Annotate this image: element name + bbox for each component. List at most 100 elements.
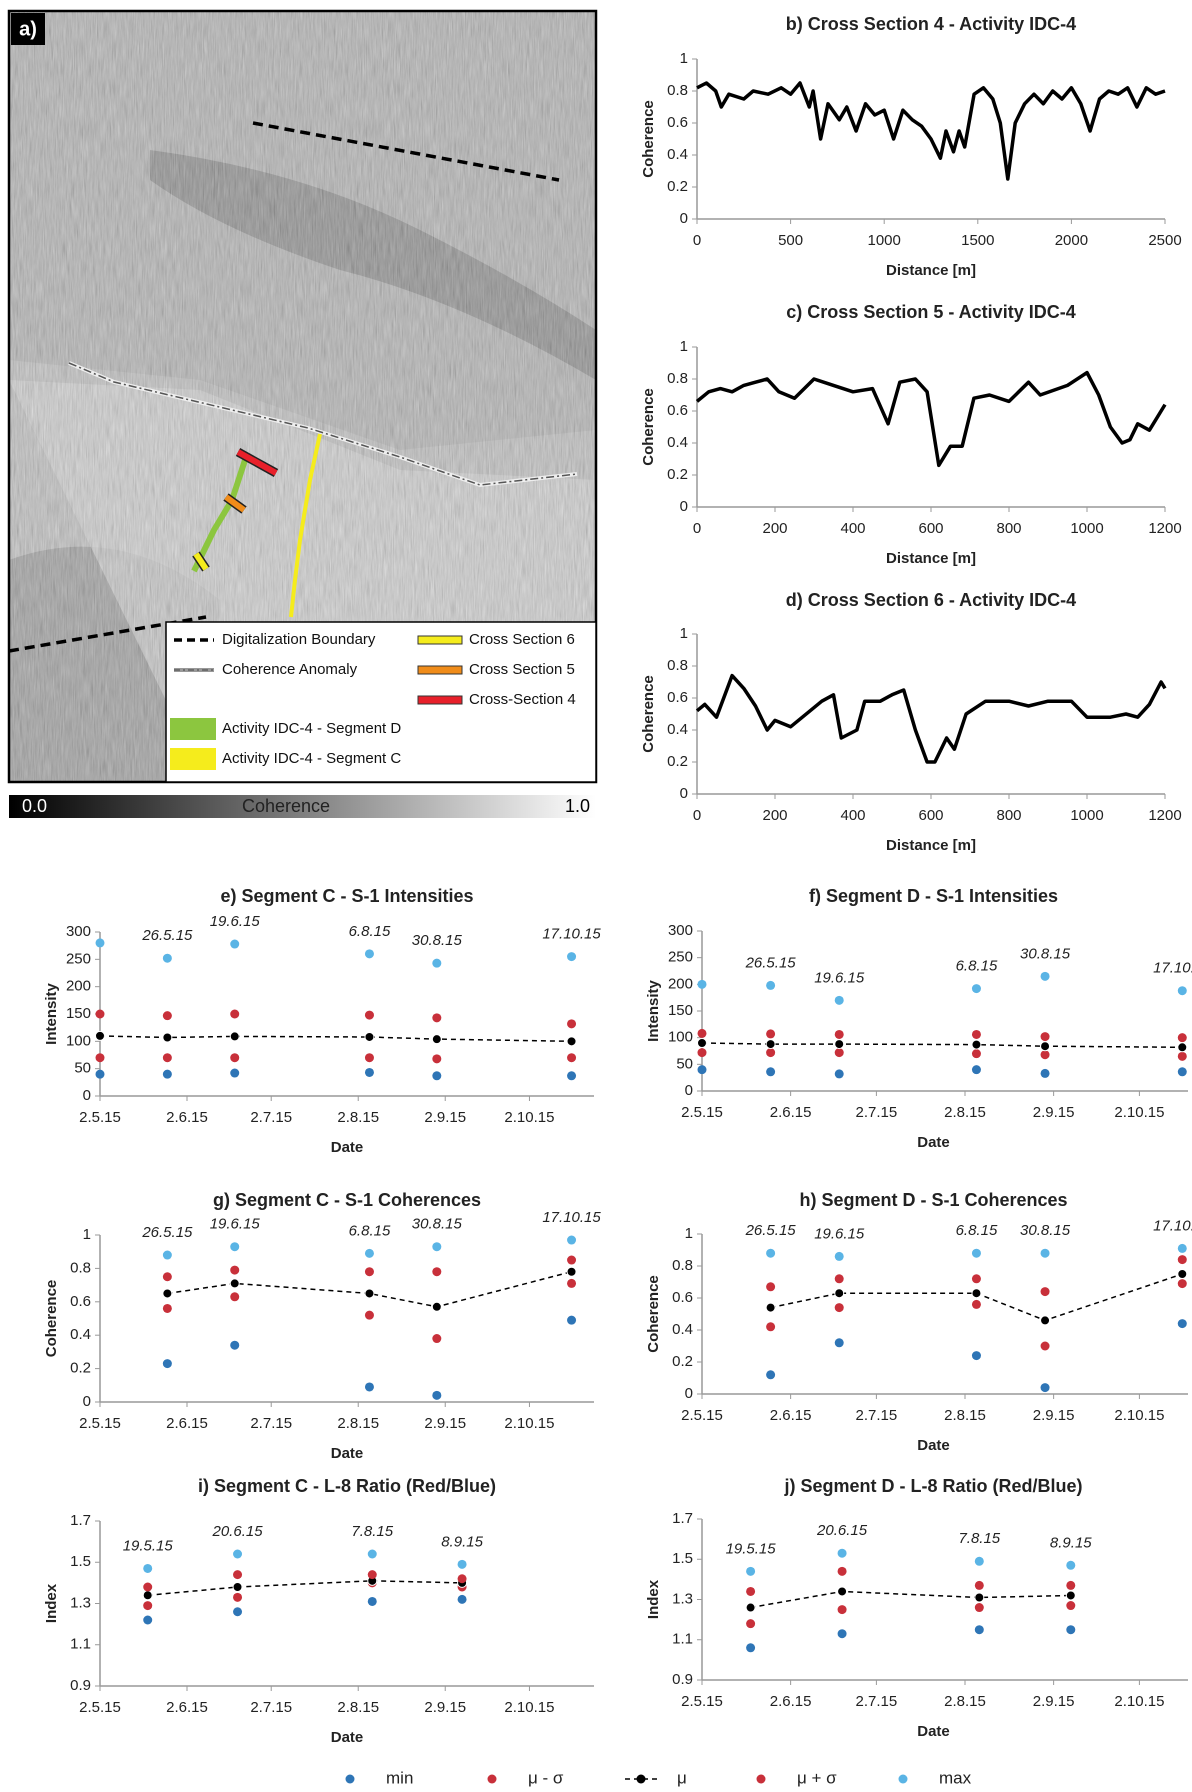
point <box>432 1267 442 1277</box>
point <box>1040 1050 1050 1060</box>
x-tick-label: 2.5.15 <box>681 1693 723 1710</box>
y-tick-label: 0.8 <box>667 657 688 674</box>
y-tick-label: 0.8 <box>672 1257 693 1274</box>
y-axis-label: Intensity <box>43 983 60 1045</box>
point-label: 26.5.15 <box>141 927 193 944</box>
point-label: 19.5.15 <box>726 1540 777 1557</box>
y-tick-label: 250 <box>668 949 693 966</box>
colorbar-max: 1.0 <box>565 796 590 816</box>
x-tick-label: 200 <box>762 807 787 824</box>
point <box>1177 1269 1188 1279</box>
legend-label: Cross-Section 4 <box>469 691 576 708</box>
point-label: 6.8.15 <box>956 958 998 975</box>
y-tick-label: 1 <box>83 1226 91 1243</box>
legend-label: Activity IDC-4 - Segment D <box>222 720 401 737</box>
point <box>1177 1319 1187 1329</box>
legend-label: Coherence Anomaly <box>222 661 358 678</box>
y-tick-label: 0.9 <box>70 1677 91 1694</box>
point <box>364 1310 374 1320</box>
point <box>974 1603 984 1613</box>
colorbar-title: Coherence <box>242 796 330 816</box>
chart: b) Cross Section 4 - Activity IDC-4 Dista… <box>640 14 1182 279</box>
point <box>971 1351 981 1361</box>
point <box>432 1071 442 1081</box>
y-axis-label: Coherence <box>640 388 657 466</box>
y-tick-label: 1 <box>685 1225 693 1242</box>
x-tick-label: 1000 <box>1070 520 1103 537</box>
y-tick-label: 0.2 <box>667 178 688 195</box>
y-tick-label: 50 <box>74 1060 91 1077</box>
point <box>162 1272 172 1282</box>
point <box>1065 1590 1076 1601</box>
point <box>229 1278 240 1289</box>
legend-label: Cross Section 6 <box>469 631 575 648</box>
x-tick-label: 2.10.15 <box>504 1415 554 1432</box>
x-tick-label: 400 <box>840 520 865 537</box>
y-tick-label: 1 <box>680 625 688 642</box>
y-tick-label: 0.4 <box>70 1326 91 1343</box>
point <box>95 1009 105 1019</box>
y-tick-label: 0.2 <box>667 753 688 770</box>
x-tick-label: 2.6.15 <box>770 1693 812 1710</box>
x-axis-label: Date <box>917 1134 950 1151</box>
x-tick-label: 2.8.15 <box>337 1415 379 1432</box>
chart: e) Segment C - S-1 Intensities Date Intens… <box>43 886 601 1156</box>
y-tick-label: 1.7 <box>70 1512 91 1529</box>
point <box>834 1029 844 1039</box>
point <box>1066 1560 1076 1570</box>
legend-symbol <box>417 665 463 675</box>
legend-symbol <box>417 695 463 705</box>
legend-label: min <box>386 1768 413 1787</box>
point <box>837 1605 847 1615</box>
cross-section-4 <box>236 449 278 476</box>
x-tick-label: 2.9.15 <box>424 1415 466 1432</box>
point <box>1177 1255 1187 1265</box>
y-tick-label: 0.8 <box>70 1259 91 1276</box>
point <box>567 952 577 962</box>
y-axis-label: Index <box>43 1583 60 1623</box>
point-label: 6.8.15 <box>956 1222 998 1239</box>
point <box>974 1556 984 1566</box>
point <box>142 1590 153 1601</box>
segment-c <box>289 433 322 618</box>
point <box>766 1048 776 1058</box>
legend-marker <box>345 1774 355 1784</box>
x-tick-label: 2.5.15 <box>79 1699 121 1716</box>
point-label: 26.5.15 <box>745 954 797 971</box>
point-label: 19.6.15 <box>814 1225 865 1242</box>
legend-label: max <box>939 1768 972 1787</box>
mean-line <box>750 1590 1071 1609</box>
point <box>95 938 105 948</box>
point <box>697 1048 707 1058</box>
point <box>432 1390 442 1400</box>
point <box>834 1251 844 1261</box>
point <box>971 1065 981 1075</box>
x-tick-label: 2.10.15 <box>1114 1407 1164 1424</box>
point <box>364 1031 375 1042</box>
x-axis-label: Date <box>331 1445 364 1462</box>
y-tick-label: 300 <box>66 923 91 940</box>
legend-symbol <box>170 718 216 740</box>
point-label: 30.8.15 <box>412 1216 463 1233</box>
chart: i) Segment C - L-8 Ratio (Red/Blue) Date I… <box>43 1476 594 1746</box>
y-tick-label: 1 <box>680 338 688 355</box>
point <box>971 1274 981 1284</box>
x-tick-label: 2500 <box>1148 232 1181 249</box>
y-axis-label: Intensity <box>645 980 662 1042</box>
point-label: 6.8.15 <box>349 923 391 940</box>
x-tick-label: 1200 <box>1148 807 1181 824</box>
point-label: 8.9.15 <box>441 1533 483 1550</box>
y-tick-label: 0 <box>685 1385 693 1402</box>
y-tick-label: 0 <box>680 210 688 227</box>
x-tick-label: 200 <box>762 520 787 537</box>
mean-line <box>167 1270 572 1308</box>
point <box>746 1643 756 1653</box>
y-tick-label: 1.3 <box>672 1590 693 1607</box>
point <box>364 1067 374 1077</box>
point <box>367 1596 377 1606</box>
x-tick-label: 2.6.15 <box>770 1104 812 1121</box>
point <box>432 1242 442 1252</box>
chart: c) Cross Section 5 - Activity IDC-4 Dista… <box>640 302 1182 567</box>
x-axis-label: Date <box>917 1723 950 1740</box>
